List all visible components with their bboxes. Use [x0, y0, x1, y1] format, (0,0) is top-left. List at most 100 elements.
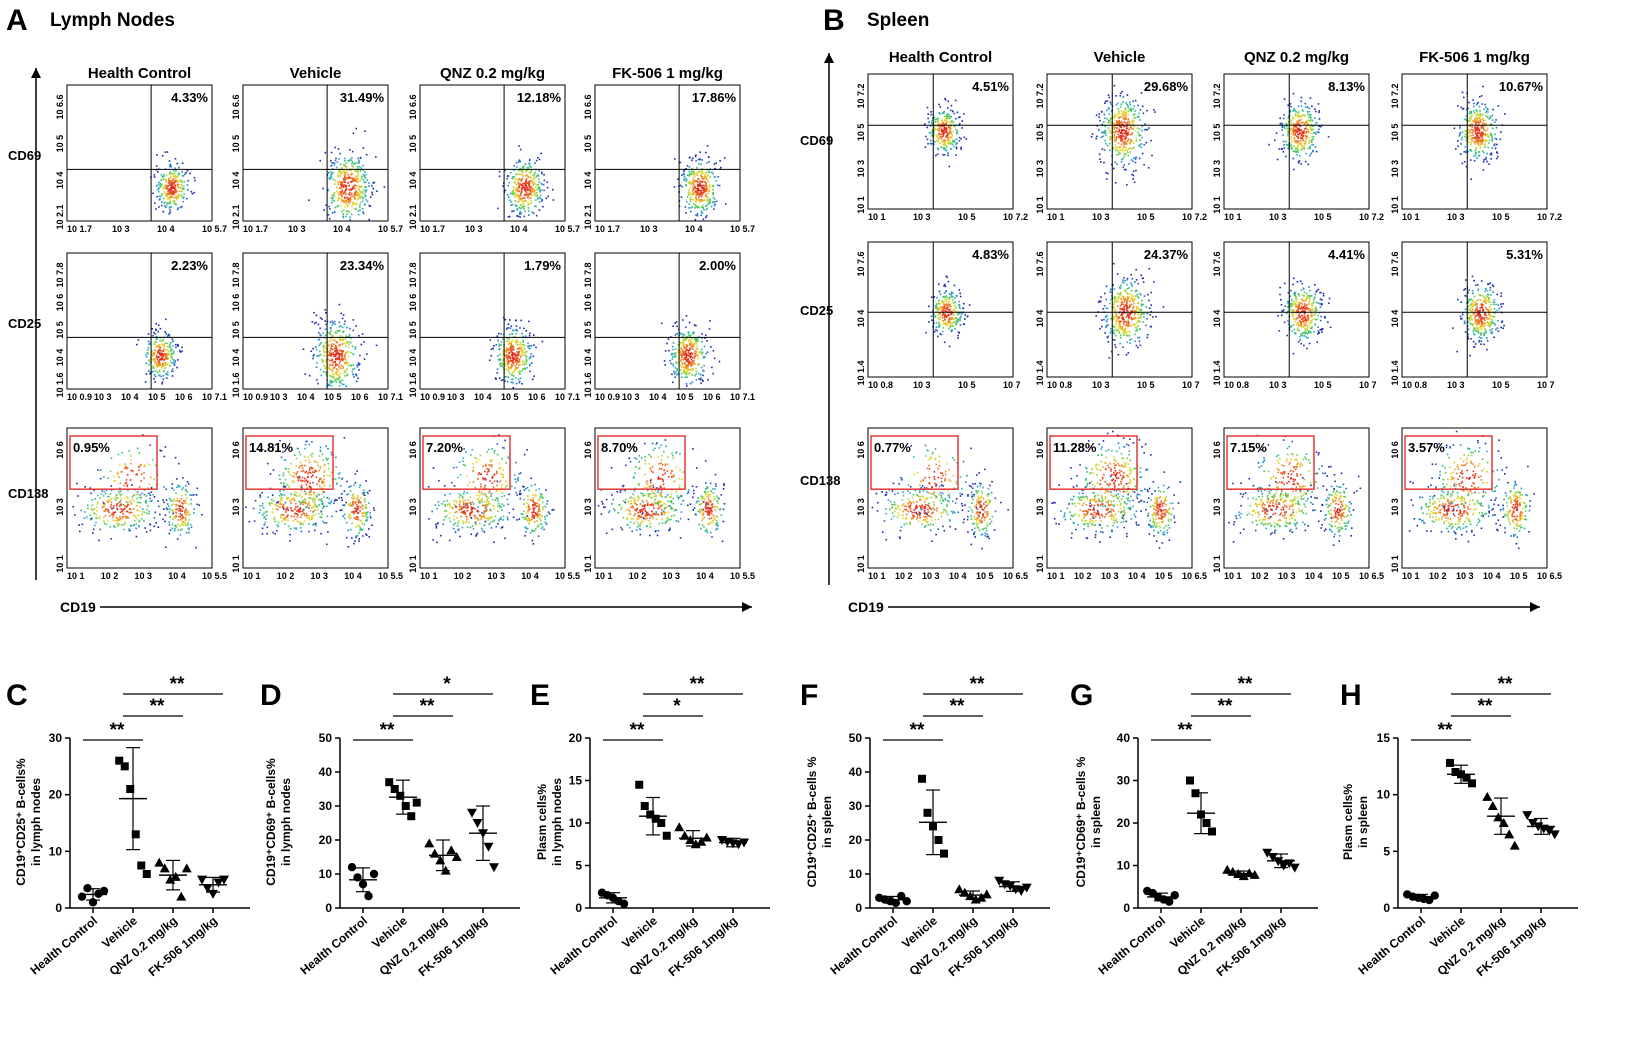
event-dot — [521, 173, 524, 176]
event-dot — [516, 209, 518, 211]
event-dot — [696, 199, 698, 201]
event-dot — [362, 192, 364, 195]
event-dot — [463, 490, 466, 493]
event-dot — [682, 358, 685, 361]
event-dot — [701, 195, 703, 198]
event-dot — [528, 506, 530, 508]
event-dot — [176, 508, 178, 511]
event-dot — [323, 209, 325, 211]
event-dot — [470, 512, 472, 515]
event-dot — [362, 179, 365, 181]
event-dot — [173, 172, 176, 175]
event-dot — [334, 159, 337, 162]
event-dot — [293, 527, 296, 529]
event-dot — [157, 344, 160, 347]
event-dot — [172, 185, 175, 188]
event-dot — [334, 355, 337, 358]
event-dot — [518, 145, 520, 147]
event-dot — [462, 510, 465, 513]
event-dot — [529, 519, 532, 522]
event-dot — [691, 353, 694, 355]
event-dot — [340, 171, 343, 173]
event-dot — [319, 334, 321, 336]
event-dot — [486, 451, 488, 453]
event-dot — [495, 378, 497, 380]
event-dot — [300, 486, 302, 488]
event-dot — [520, 169, 522, 172]
event-dot — [700, 351, 702, 353]
event-dot — [688, 342, 691, 345]
event-dot — [517, 189, 519, 192]
event-dot — [715, 162, 717, 164]
event-dot — [353, 185, 355, 188]
event-dot — [327, 350, 329, 353]
event-dot — [353, 512, 356, 515]
event-dot — [168, 521, 170, 524]
event-dot — [488, 516, 491, 518]
event-dot — [516, 341, 518, 343]
event-dot — [169, 347, 172, 350]
event-dot — [362, 505, 364, 508]
event-dot — [350, 337, 352, 339]
x-tick-label: 10 0.9 — [67, 392, 92, 402]
event-dot — [707, 523, 709, 525]
x-axis-arrowhead — [742, 602, 752, 612]
event-dot — [315, 470, 317, 472]
event-dot — [348, 486, 350, 488]
event-dot — [699, 509, 701, 511]
event-dot — [699, 190, 702, 192]
event-dot — [176, 486, 178, 489]
event-dot — [338, 321, 341, 324]
event-dot — [502, 476, 505, 479]
event-dot — [343, 513, 346, 516]
event-dot — [707, 511, 709, 514]
event-dot — [298, 477, 301, 480]
event-dot — [294, 454, 296, 456]
event-dot — [266, 532, 268, 535]
event-dot — [359, 179, 362, 182]
event-dot — [657, 507, 659, 510]
event-dot — [308, 497, 310, 499]
event-dot — [333, 500, 336, 502]
event-dot — [292, 497, 295, 499]
event-dot — [489, 509, 491, 511]
event-dot — [515, 358, 517, 361]
event-dot — [528, 345, 531, 347]
gate-percentage: 2.23% — [171, 258, 208, 273]
event-dot — [345, 345, 347, 347]
event-dot — [301, 510, 303, 513]
event-dot — [525, 191, 528, 194]
event-dot — [482, 513, 485, 515]
event-dot — [330, 354, 333, 357]
event-dot — [316, 495, 318, 497]
event-dot — [664, 364, 666, 366]
event-dot — [275, 508, 278, 510]
event-dot — [527, 517, 530, 520]
event-dot — [340, 181, 342, 183]
event-dot — [542, 205, 544, 208]
event-dot — [167, 193, 170, 195]
event-dot — [157, 362, 160, 364]
event-dot — [618, 504, 621, 507]
event-dot — [287, 470, 290, 473]
event-dot — [143, 520, 145, 522]
event-dot — [671, 352, 674, 355]
event-dot — [630, 500, 632, 502]
event-dot — [173, 350, 175, 353]
plasma-cell-gate — [245, 435, 334, 490]
event-dot — [668, 529, 670, 532]
event-dot — [163, 486, 165, 488]
event-dot — [323, 522, 326, 524]
event-dot — [346, 350, 349, 353]
event-dot — [338, 326, 341, 328]
event-dot — [363, 181, 365, 184]
event-dot — [356, 504, 358, 506]
event-dot — [666, 506, 669, 508]
event-dot — [315, 314, 318, 317]
event-dot — [110, 498, 112, 500]
event-dot — [479, 522, 481, 525]
event-dot — [339, 193, 341, 195]
event-dot — [174, 525, 176, 527]
event-dot — [336, 377, 338, 380]
event-dot — [485, 463, 487, 466]
